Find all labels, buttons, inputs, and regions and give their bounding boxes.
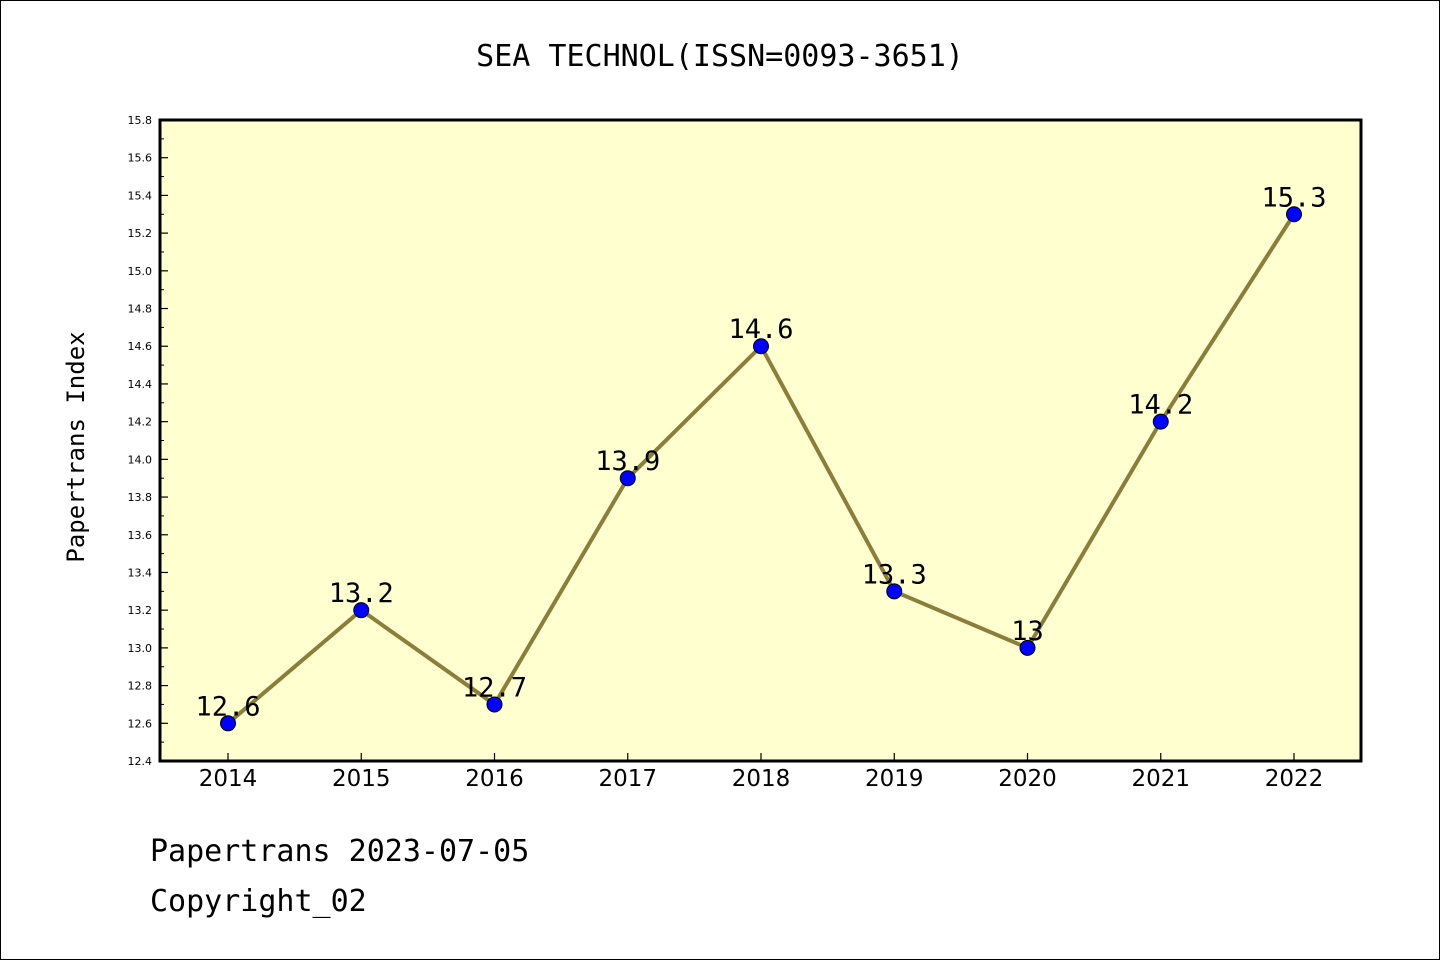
x-tick-label: 2020 (998, 766, 1057, 792)
x-axis: 2014 2015 2016 2017 2018 2019 2020 2021 2022 (199, 753, 1324, 792)
y-tick-label: 15.4 (128, 189, 153, 202)
data-labels: 12.6 13.2 12.7 13.9 14.6 13.3 13 14.2 15.3 (195, 182, 1326, 722)
data-label: 13.2 (329, 578, 394, 609)
y-tick-label: 13.4 (128, 566, 153, 579)
data-label: 13.3 (862, 559, 927, 590)
plot-area (158, 118, 1363, 763)
footer-date: Papertrans 2023-07-05 (150, 834, 530, 869)
x-tick-label: 2017 (598, 766, 657, 792)
y-tick-label: 12.6 (128, 717, 153, 730)
data-point (353, 602, 370, 619)
chart-title: SEA TECHNOL(ISSN=0093-3651) (476, 39, 964, 74)
x-tick-label: 2019 (865, 766, 924, 792)
data-point (1286, 206, 1302, 223)
y-tick-label: 14.0 (128, 453, 153, 466)
data-series (220, 206, 1302, 732)
y-tick-label: 14.8 (128, 303, 153, 316)
y-tick-label: 12.4 (128, 755, 153, 768)
footer-copyright: Copyright_02 (150, 884, 367, 919)
y-tick-label: 13.2 (128, 604, 153, 617)
data-label: 14.2 (1128, 390, 1193, 421)
data-label: 15.3 (1261, 182, 1326, 213)
y-tick-label: 14.6 (128, 340, 153, 353)
y-tick-label: 15.6 (128, 152, 153, 165)
data-point (886, 583, 903, 600)
data-label: 12.6 (195, 691, 260, 722)
y-tick-label: 13.0 (128, 642, 153, 655)
x-tick-label: 2015 (332, 766, 391, 792)
x-tick-label: 2022 (1265, 766, 1324, 792)
data-point (619, 470, 636, 487)
y-axis-label: Papertrans Index (62, 331, 90, 562)
y-tick-label: 13.6 (128, 529, 153, 542)
y-tick-label: 12.8 (128, 680, 153, 693)
data-label: 13 (1011, 616, 1044, 647)
data-label: 13.9 (595, 446, 660, 477)
data-point (753, 338, 769, 355)
x-tick-label: 2014 (199, 766, 258, 792)
y-axis: 12.4 12.6 12.8 13.0 13.2 13.4 13.6 13.8 14.0 14.2… (128, 114, 168, 768)
data-label: 12.7 (462, 672, 527, 703)
x-tick-label: 2018 (732, 766, 791, 792)
data-point (1152, 413, 1169, 430)
data-point (1019, 639, 1036, 656)
y-tick-label: 15.0 (128, 265, 153, 278)
data-point (486, 696, 503, 713)
y-tick-label: 13.8 (128, 491, 153, 504)
data-label: 14.6 (728, 314, 793, 345)
y-tick-label: 15.2 (128, 227, 153, 240)
data-point (220, 715, 236, 732)
y-tick-label: 15.8 (128, 114, 153, 127)
y-tick-label: 14.4 (128, 378, 153, 391)
x-tick-label: 2016 (465, 766, 524, 792)
x-tick-label: 2021 (1131, 766, 1190, 792)
y-tick-label: 14.2 (128, 416, 153, 429)
